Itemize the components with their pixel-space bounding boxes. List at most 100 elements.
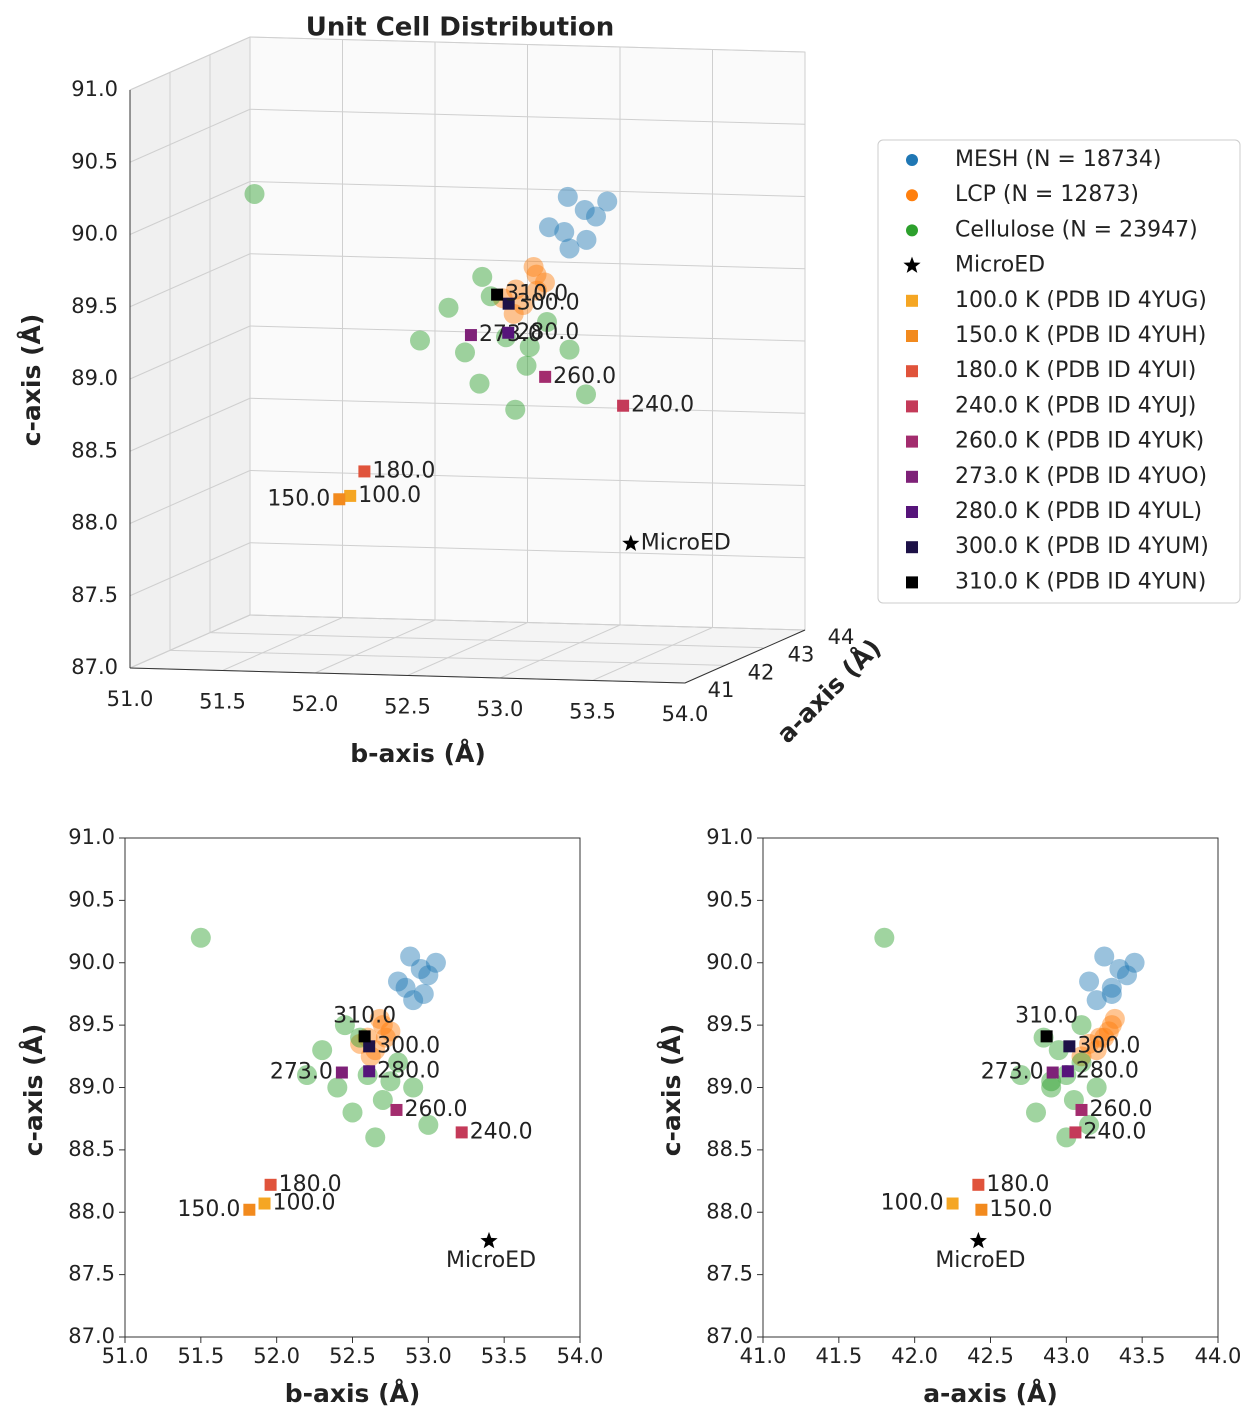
legend-label: 100.0 K (PDB ID 4YUG) [955,288,1207,313]
cloud-point [469,373,490,394]
grid-line [249,614,806,631]
grid-line [129,181,251,235]
point-label: 310.0 [333,1003,396,1028]
cloud-point [342,1102,363,1123]
square-point [358,465,371,478]
square-point [390,1103,403,1116]
cloud-point [297,1065,317,1086]
y-tick-label: 90.5 [68,887,115,911]
cloud-point [380,1021,401,1042]
point-label: 280.0 [516,320,579,345]
square-point [358,1030,371,1043]
square-point [258,1197,271,1210]
legend-label: 280.0 K (PDB ID 4YUL) [955,499,1202,524]
point-label: 240.0 [1083,1119,1146,1144]
y-tick-label: 90.0 [68,950,115,974]
legend-label: LCP (N = 12873) [955,182,1139,207]
y-tick-label: 88.5 [68,1137,115,1161]
point-label: 273.0 [981,1060,1044,1085]
y-tick-label: 91.0 [68,825,115,849]
x-tick-label: 41.5 [815,1344,862,1368]
y-tick-label: 88.5 [71,438,118,462]
square-point [539,370,552,383]
star-point [622,534,640,551]
x-tick-label: 54.0 [662,702,709,726]
grid-line [129,614,251,669]
y-tick-label: 88.0 [706,1199,753,1223]
x-tick-label: 51.5 [177,1344,224,1368]
cloud-point [537,312,557,332]
cloud-point [1101,977,1122,998]
point-label: MicroED [641,531,731,556]
y-tick-label: 89.5 [706,1012,753,1036]
cloud-point [438,297,459,318]
cloud-point [369,1008,390,1029]
legend-marker [906,189,918,202]
square-point [1061,1065,1074,1078]
point-label: 300.0 [1077,1033,1140,1058]
point-label: 280.0 [1076,1058,1139,1083]
y-tick-label: 87.0 [706,1324,753,1348]
y-tick-label: 90.5 [706,887,753,911]
legend-label: 150.0 K (PDB ID 4YUH) [955,323,1206,348]
x-tick-label: 54.0 [557,1344,604,1368]
cloud-point [1071,1052,1092,1073]
cloud-point [425,952,446,973]
x-tick-label: 52.0 [292,692,339,716]
cloud-point [327,1077,348,1098]
grid-line [249,542,806,559]
square-point [333,493,346,506]
cloud-point [534,272,555,293]
x-tick-label: 51.0 [107,687,154,711]
cloud-point [597,191,618,212]
chart-title: Unit Cell Distribution [306,13,615,43]
cloud-point [403,1077,424,1098]
x-tick-label: 53.0 [477,697,524,721]
point-label: 150.0 [989,1197,1052,1222]
cloud-point [410,330,430,351]
x-tick-label: 42.0 [891,1344,938,1368]
grid-line [407,622,528,676]
square-point [1063,1040,1076,1053]
point-label: 100.0 [273,1191,336,1216]
cloud-point [413,983,434,1004]
square-point [243,1203,256,1216]
point-label: MicroED [935,1248,1025,1273]
legend-marker [906,400,918,413]
legend-marker [906,576,918,589]
cloud-point [1101,983,1122,1004]
cloud-point [244,183,265,204]
cloud-point [1124,952,1145,973]
cloud-point [1086,1040,1107,1061]
plot-area [124,837,581,1338]
cloud-point [1094,1027,1115,1048]
legend-label: Cellulose (N = 23947) [955,217,1198,242]
point-label: 240.0 [631,393,694,418]
grid-line [249,108,806,125]
cloud-point [1104,1008,1125,1029]
grid-line [129,397,251,452]
y-tick-label: 87.0 [71,655,118,679]
legend-marker [903,256,921,273]
square-point [1075,1103,1088,1116]
square-point [363,1040,376,1053]
grid-line [209,632,766,649]
cloud-point [455,342,475,363]
square-point [335,1066,348,1079]
point-label: 180.0 [279,1172,342,1197]
x-axis-label: a-axis (Å) [923,1379,1058,1408]
legend-label: 260.0 K (PDB ID 4YUK) [955,429,1204,454]
y-tick-label: 89.0 [71,366,118,390]
legend-marker [906,330,918,342]
cloud-point [1071,1015,1092,1036]
legend-marker [906,365,918,378]
y-tick-label: 87.0 [68,1324,115,1348]
point-label: 260.0 [1090,1097,1153,1122]
cloud-point [395,977,416,998]
y-tick-label: 91.0 [71,77,118,101]
legend-box [877,139,1241,604]
x-tick-label: 51.5 [199,690,246,714]
legend-marker [906,224,918,237]
point-label: 150.0 [177,1197,240,1222]
grid-line [249,181,806,197]
